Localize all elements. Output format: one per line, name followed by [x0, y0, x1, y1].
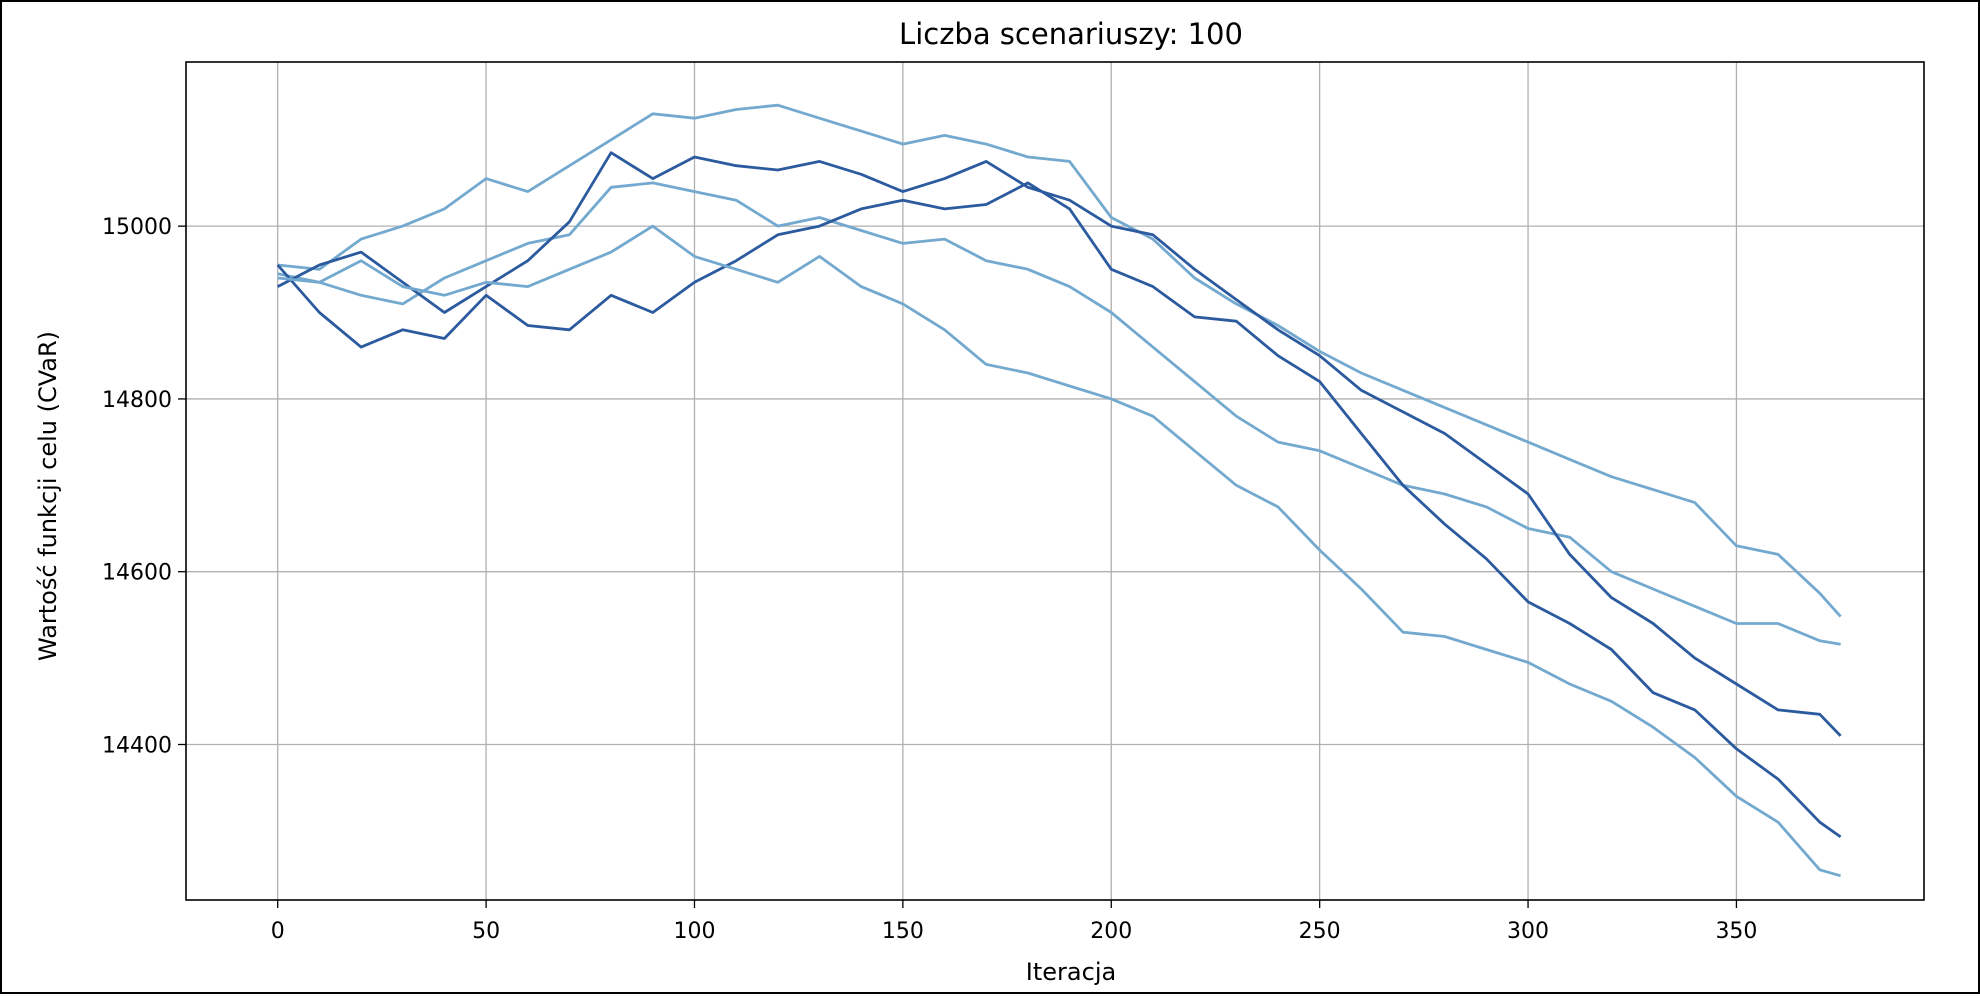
series-line-5	[277, 224, 1841, 878]
x-tick-label: 150	[882, 919, 924, 944]
grid-lines	[186, 62, 1924, 900]
x-tick-label: 0	[271, 919, 285, 944]
y-tick-label: 15000	[102, 215, 172, 240]
y-tick-label: 14600	[102, 561, 172, 586]
series-lines	[276, 103, 1842, 878]
x-axis-ticks: 0 50 100 150 200 250 300 350	[271, 900, 1757, 944]
x-tick-label: 50	[472, 919, 500, 944]
y-tick-label: 14400	[102, 733, 172, 758]
x-tick-label: 200	[1090, 919, 1132, 944]
series-line-1	[277, 103, 1842, 618]
series-line-3	[277, 151, 1842, 737]
x-axis-label: Iteracja	[1026, 958, 1116, 986]
chart-title: Liczba scenariuszy: 100	[899, 17, 1243, 51]
y-axis-ticks: 14400 14600 14800 15000	[102, 215, 186, 758]
series-line-4	[276, 181, 1842, 839]
x-tick-label: 100	[673, 919, 715, 944]
y-tick-label: 14800	[102, 388, 172, 413]
x-tick-label: 350	[1715, 919, 1757, 944]
x-tick-label: 300	[1507, 919, 1549, 944]
plot-area-frame	[185, 61, 1925, 901]
y-axis-label: Wartość funkcji celu (CVaR)	[34, 331, 62, 661]
series-line-2	[277, 181, 1841, 646]
x-tick-label: 250	[1299, 919, 1341, 944]
